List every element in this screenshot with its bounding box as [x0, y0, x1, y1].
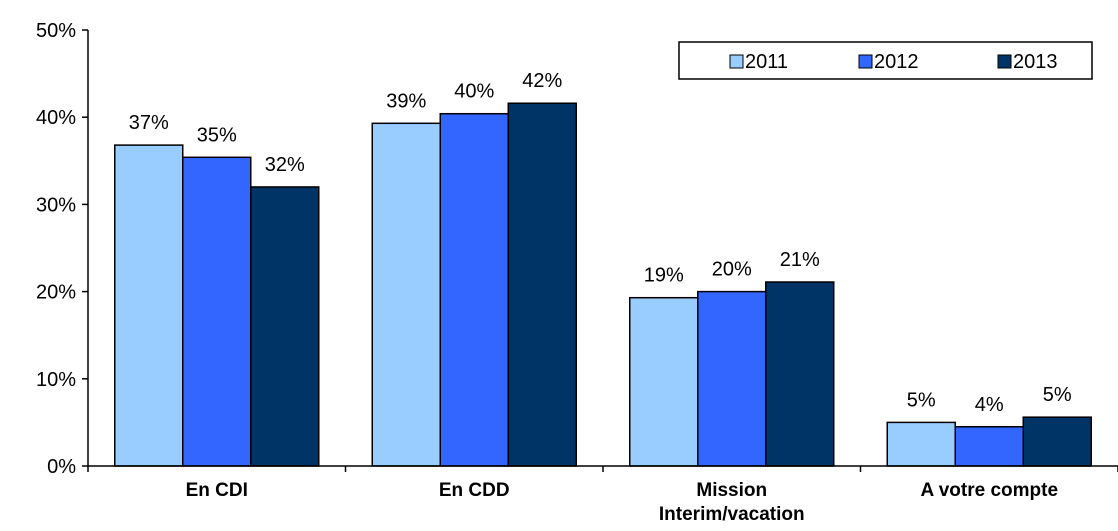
legend-box	[678, 41, 1093, 80]
bar-2012-3	[954, 426, 1024, 467]
data-label: 21%	[780, 249, 820, 271]
data-label: 5%	[1043, 384, 1072, 406]
data-label: 5%	[907, 389, 936, 411]
bar-2011-0	[114, 144, 184, 467]
bar-2013-1	[507, 102, 577, 467]
y-tick-label: 40%	[36, 107, 76, 129]
bar-2011-1	[371, 122, 441, 467]
y-axis: 0% 10% 20% 30% 40% 50%	[36, 20, 89, 478]
y-tick-label: 0%	[47, 456, 76, 478]
data-label: 40%	[454, 81, 494, 103]
x-category-label: En CDI	[186, 480, 248, 501]
data-label: 19%	[644, 265, 684, 287]
legend-label: 2012	[874, 51, 919, 73]
bar-2013-0	[250, 186, 320, 467]
y-tick-label: 30%	[36, 194, 76, 216]
bar-2011-2	[629, 296, 699, 467]
x-category-label: A votre compte	[920, 480, 1058, 501]
data-label: 37%	[129, 112, 169, 134]
x-category-label: En CDD	[439, 480, 510, 501]
legend-label: 2011	[745, 51, 788, 73]
legend-label: 2013	[1013, 51, 1058, 73]
bar-2011-3	[886, 421, 956, 467]
x-category-label: Mission	[696, 480, 767, 501]
y-tick-label: 10%	[36, 369, 76, 391]
x-category-label: Interim/vacation	[659, 504, 805, 525]
bar-2013-2	[765, 281, 835, 467]
bars	[114, 102, 1092, 467]
data-label: 35%	[197, 124, 237, 146]
bar-2012-0	[182, 156, 252, 467]
legend-swatch-2013	[997, 54, 1012, 69]
x-axis: En CDI En CDD Mission Interim/vacation A vot…	[87, 465, 1118, 525]
bar-2012-2	[697, 290, 767, 467]
data-labels: 37% 35% 32% 39% 40% 42% 19% 20% 21% 5% 4% 5%	[129, 70, 1072, 416]
bar-2013-3	[1022, 416, 1092, 467]
legend-swatch-2012	[858, 54, 873, 69]
data-label: 4%	[975, 394, 1004, 416]
bar-2012-1	[439, 112, 509, 467]
legend-swatch-2011	[729, 54, 744, 69]
y-tick-label: 20%	[36, 282, 76, 304]
data-label: 39%	[386, 90, 426, 112]
data-label: 32%	[265, 154, 305, 176]
y-tick-label: 50%	[36, 20, 76, 42]
legend: 2011 2012 2013	[678, 41, 1093, 80]
data-label: 42%	[522, 70, 562, 92]
data-label: 20%	[712, 259, 752, 281]
